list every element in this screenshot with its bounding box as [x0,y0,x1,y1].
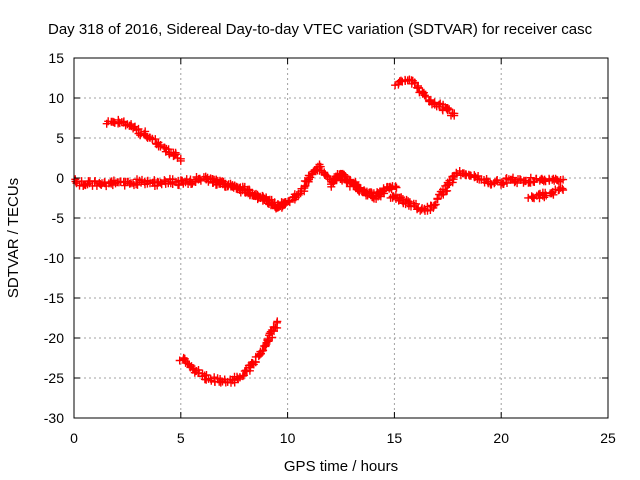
y-tick-label: -10 [44,250,64,266]
data-point [175,181,183,190]
data-point [559,175,568,184]
data-point [258,346,267,355]
x-tick-label: 25 [600,430,616,446]
series-arc-center-2 [327,169,388,202]
data-point [111,179,120,188]
data-point [547,189,556,198]
data-point [176,154,185,163]
data-point [420,91,429,100]
data-point [414,83,423,92]
data-point [245,185,254,194]
data-series [71,75,568,387]
data-point [281,198,290,206]
data-point [272,318,281,327]
y-tick-label: -25 [44,370,64,386]
data-point [379,186,388,194]
data-point [429,201,438,210]
data-point [412,199,420,208]
data-point [166,179,175,188]
x-tick-label: 10 [280,430,296,446]
data-point [499,180,508,188]
data-point [171,150,180,159]
series-arc-main-2 [203,173,290,213]
data-point [91,177,100,185]
data-point [269,322,278,331]
y-tick-label: 0 [56,170,64,186]
data-point [238,372,247,381]
x-axis-title: GPS time / hours [284,458,398,475]
data-point [376,190,384,199]
chart-title: Day 318 of 2016, Sidereal Day-to-day VTE… [48,21,593,38]
data-point [391,182,400,191]
data-point [212,175,221,184]
data-point [540,193,549,202]
data-point [327,182,336,191]
y-tick-label: -20 [44,330,64,346]
data-point [422,92,430,101]
data-point [549,190,558,199]
data-point [443,106,452,115]
data-point [206,374,215,383]
y-axis-title: SDTVAR / TECUs [5,178,22,298]
data-point [450,111,459,120]
data-point [292,191,301,200]
y-tick-label: 10 [48,90,64,106]
data-point [160,143,169,152]
x-tick-label: 5 [177,430,185,446]
y-tick-label: -30 [44,410,64,426]
x-tick-label: 0 [70,430,78,446]
x-tick-label: 20 [493,430,509,446]
data-point [268,333,277,342]
data-point [340,172,349,181]
axis-ticks [73,57,609,419]
data-point [433,194,442,203]
series-arc-bottom [175,317,282,387]
y-tick-label: -5 [52,210,65,226]
series-arc-dip [386,167,568,215]
data-point [392,183,401,192]
y-tick-label: 5 [56,130,64,146]
data-point [516,175,524,184]
series-arc-upper-left [102,115,185,165]
data-point [360,187,369,196]
data-point [405,198,414,207]
data-point [264,337,273,346]
y-axis-tick-labels: 15 10 5 0 -5 -10 -15 -20 -25 -30 [44,50,64,426]
data-point [493,176,502,184]
plot-area-frame [73,57,609,419]
data-point [234,375,243,384]
data-point [137,178,146,187]
series-arc-tail [524,183,568,203]
series-arc-upper-right [391,75,459,120]
data-point [529,193,537,202]
y-tick-label: -15 [44,290,64,306]
x-tick-label: 15 [387,430,403,446]
data-point [445,105,454,114]
x-axis-tick-labels: 0 5 10 15 20 25 [70,430,616,446]
y-tick-label: 15 [48,50,64,66]
data-point [554,177,563,186]
data-point [431,200,439,209]
data-point [316,162,325,171]
data-point [559,186,568,194]
